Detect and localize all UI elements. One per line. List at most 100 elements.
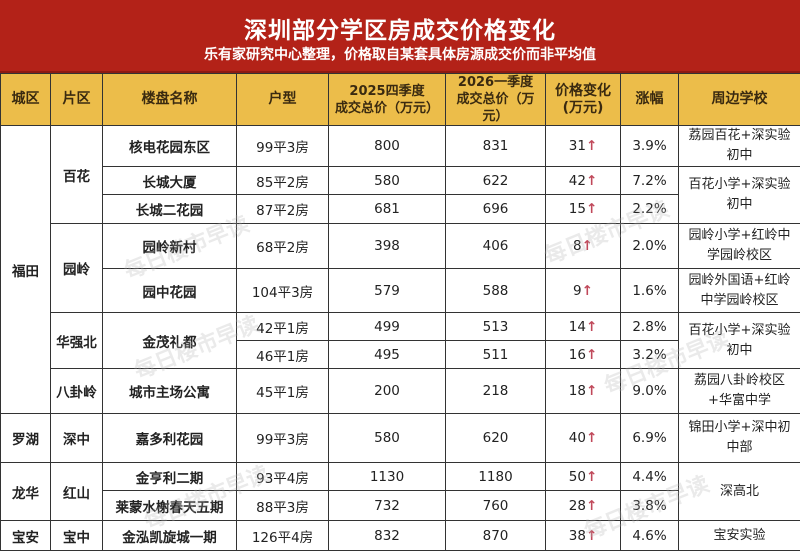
q1-price-cell: 511: [446, 341, 546, 369]
col-pct: 涨幅: [621, 74, 679, 126]
layout-cell: 46平1房: [237, 341, 329, 369]
layout-cell: 68平2房: [237, 224, 329, 269]
pct-cell: 3.9%: [621, 126, 679, 167]
layout-cell: 42平1房: [237, 313, 329, 341]
estate-cell: 核电花园东区: [103, 126, 237, 167]
change-cell: 9↑: [546, 269, 621, 313]
school-cell: 宝安实验: [679, 521, 800, 551]
change-cell: 16↑: [546, 341, 621, 369]
area-cell: 华强北: [51, 313, 103, 369]
up-arrow-icon: ↑: [586, 383, 597, 399]
change-cell: 31↑: [546, 126, 621, 167]
change-cell: 15↑: [546, 195, 621, 224]
district-cell: 宝安: [1, 521, 51, 551]
change-cell: 14↑: [546, 313, 621, 341]
q4-price-cell: 800: [329, 126, 446, 167]
page-title: 深圳部分学区房成交价格变化: [0, 11, 800, 45]
pct-cell: 3.8%: [621, 491, 679, 521]
estate-cell: 园中花园: [103, 269, 237, 313]
school-cell: 深高北: [679, 463, 800, 521]
q4-price-cell: 200: [329, 369, 446, 414]
col-district: 城区: [1, 74, 51, 126]
col-q4-2025: 2025四季度成交总价（万元）: [329, 74, 446, 126]
col-change: 价格变化(万元): [546, 74, 621, 126]
up-arrow-icon: ↑: [586, 173, 597, 189]
school-cell: 园岭小学+红岭中学园岭校区: [679, 224, 800, 269]
layout-cell: 85平2房: [237, 167, 329, 195]
table-row: 宝安 宝中 金泓凯旋城一期 126平4房 832 870 38↑ 4.6% 宝安…: [1, 521, 800, 551]
up-arrow-icon: ↑: [586, 469, 597, 485]
q1-price-cell: 406: [446, 224, 546, 269]
estate-cell: 金茂礼都: [103, 313, 237, 369]
area-cell: 八卦岭: [51, 369, 103, 414]
table-row: 八卦岭 城市主场公寓 45平1房 200 218 18↑ 9.0% 荔园八卦岭校…: [1, 369, 800, 414]
header-row: 城区 片区 楼盘名称 户型 2025四季度成交总价（万元） 2026一季度成交总…: [1, 74, 800, 126]
pct-cell: 2.2%: [621, 195, 679, 224]
table-row: 园岭 园岭新村 68平2房 398 406 8↑ 2.0% 园岭小学+红岭中学园…: [1, 224, 800, 269]
q1-price-cell: 1180: [446, 463, 546, 491]
q4-price-cell: 832: [329, 521, 446, 551]
change-cell: 50↑: [546, 463, 621, 491]
estate-cell: 长城大厦: [103, 167, 237, 195]
q4-price-cell: 579: [329, 269, 446, 313]
q1-price-cell: 696: [446, 195, 546, 224]
q4-price-cell: 398: [329, 224, 446, 269]
q1-price-cell: 870: [446, 521, 546, 551]
estate-cell: 莱蒙水榭春天五期: [103, 491, 237, 521]
up-arrow-icon: ↑: [586, 201, 597, 217]
school-cell: 百花小学+深实验初中: [679, 313, 800, 369]
pct-cell: 4.4%: [621, 463, 679, 491]
layout-cell: 99平3房: [237, 414, 329, 463]
pct-cell: 9.0%: [621, 369, 679, 414]
up-arrow-icon: ↑: [586, 319, 597, 335]
school-cell: 百花小学+深实验初中: [679, 167, 800, 224]
school-cell: 锦田小学+深中初中部: [679, 414, 800, 463]
up-arrow-icon: ↑: [586, 528, 597, 544]
up-arrow-icon: ↑: [582, 238, 593, 254]
col-estate: 楼盘名称: [103, 74, 237, 126]
school-cell: 荔园百花+深实验初中: [679, 126, 800, 167]
change-cell: 38↑: [546, 521, 621, 551]
layout-cell: 45平1房: [237, 369, 329, 414]
col-school: 周边学校: [679, 74, 800, 126]
district-cell: 福田: [1, 126, 51, 414]
estate-cell: 金亨利二期: [103, 463, 237, 491]
area-cell: 深中: [51, 414, 103, 463]
q1-price-cell: 622: [446, 167, 546, 195]
pct-cell: 7.2%: [621, 167, 679, 195]
pct-cell: 4.6%: [621, 521, 679, 551]
col-area: 片区: [51, 74, 103, 126]
change-cell: 28↑: [546, 491, 621, 521]
area-cell: 园岭: [51, 224, 103, 313]
q4-price-cell: 681: [329, 195, 446, 224]
q1-price-cell: 513: [446, 313, 546, 341]
change-cell: 40↑: [546, 414, 621, 463]
layout-cell: 93平4房: [237, 463, 329, 491]
table-row: 罗湖 深中 嘉多利花园 99平3房 580 620 40↑ 6.9% 锦田小学+…: [1, 414, 800, 463]
area-cell: 红山: [51, 463, 103, 521]
layout-cell: 88平3房: [237, 491, 329, 521]
layout-cell: 126平4房: [237, 521, 329, 551]
layout-cell: 104平3房: [237, 269, 329, 313]
district-cell: 罗湖: [1, 414, 51, 463]
title-banner: 深圳部分学区房成交价格变化 乐有家研究中心整理，价格取自某套具体房源成交价而非平…: [0, 0, 800, 73]
up-arrow-icon: ↑: [586, 498, 597, 514]
pct-cell: 2.8%: [621, 313, 679, 341]
q4-price-cell: 499: [329, 313, 446, 341]
col-layout: 户型: [237, 74, 329, 126]
q4-price-cell: 580: [329, 167, 446, 195]
area-cell: 百花: [51, 126, 103, 224]
school-cell: 园岭外国语+红岭中学园岭校区: [679, 269, 800, 313]
pct-cell: 2.0%: [621, 224, 679, 269]
table-row: 福田 百花 核电花园东区 99平3房 800 831 31↑ 3.9% 荔园百花…: [1, 126, 800, 167]
estate-cell: 嘉多利花园: [103, 414, 237, 463]
area-cell: 宝中: [51, 521, 103, 551]
estate-cell: 金泓凯旋城一期: [103, 521, 237, 551]
q4-price-cell: 1130: [329, 463, 446, 491]
school-cell: 荔园八卦岭校区+华富中学: [679, 369, 800, 414]
q1-price-cell: 620: [446, 414, 546, 463]
change-cell: 18↑: [546, 369, 621, 414]
up-arrow-icon: ↑: [586, 347, 597, 363]
q1-price-cell: 831: [446, 126, 546, 167]
q1-price-cell: 218: [446, 369, 546, 414]
